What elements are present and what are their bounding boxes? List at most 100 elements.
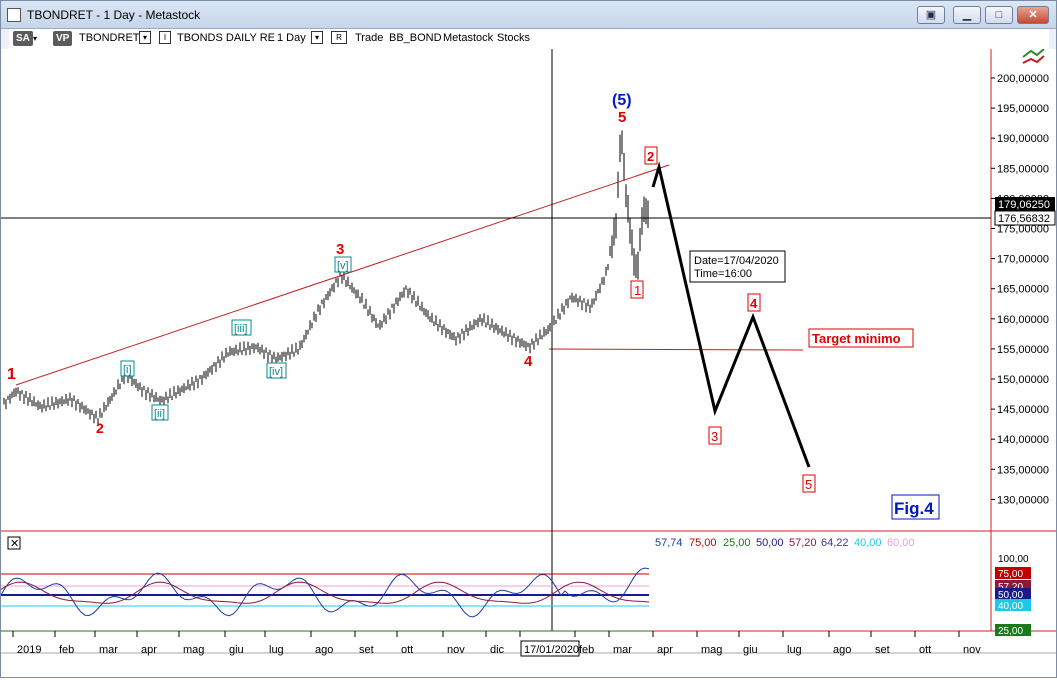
- cursor-price-box: [994, 210, 1056, 226]
- date-axis-label: lug: [269, 644, 284, 656]
- oscillator-readout: 64,22: [821, 537, 849, 549]
- date-axis-label: apr: [141, 644, 157, 656]
- title-bar[interactable]: TBONDRET - 1 Day - Metastock ▣ ▁ □ ✕: [1, 1, 1056, 29]
- fig-label: Fig.4: [894, 499, 934, 518]
- cursor-date-box: [520, 640, 580, 657]
- date-axis-label: lug: [787, 644, 802, 656]
- date-axis-label: nov: [447, 644, 465, 656]
- price-axis-label: 165,00000: [997, 284, 1049, 296]
- price-axis-label: 145,00000: [997, 404, 1049, 416]
- minor-label-box-ii: [151, 404, 169, 421]
- target-label-box: [808, 328, 914, 348]
- target-label: Target minimo: [812, 331, 901, 346]
- date-axis-label: giu: [229, 644, 244, 656]
- date-axis-label: set: [875, 644, 890, 656]
- date-axis-label: feb: [59, 644, 74, 656]
- proj-label-4: 4: [750, 296, 758, 311]
- proj-box-2: [644, 146, 658, 165]
- proj-box-3: [708, 426, 722, 445]
- proj-label-2: 2: [647, 149, 654, 164]
- r-flag[interactable]: R: [331, 31, 347, 44]
- chart-area[interactable]: 1 2 3 4 5 (5) [i] [ii] [iii] [iv] [v] 1 …: [0, 48, 1056, 677]
- date-axis-label: set: [359, 644, 374, 656]
- mode-label[interactable]: Stocks: [497, 32, 531, 44]
- oscillator-axis-label: 75,00: [998, 569, 1023, 580]
- trade-label[interactable]: Trade: [355, 32, 384, 44]
- oscillator-readout: 60,00: [887, 537, 915, 549]
- proj-box-4: [747, 293, 761, 312]
- price-axis-label: 135,00000: [997, 464, 1049, 476]
- date-axis-label: giu: [743, 644, 758, 656]
- series-name[interactable]: TBONDS DAILY RE: [177, 32, 276, 44]
- date-axis-label: dic: [490, 644, 505, 656]
- minor-label-box-v: [334, 256, 352, 273]
- minimize-button[interactable]: ▁: [953, 6, 981, 24]
- sa-button[interactable]: SA: [13, 31, 33, 46]
- minor-label-iv: [iv]: [269, 366, 283, 378]
- price-axis-label: 130,00000: [997, 494, 1049, 506]
- date-axis-label: 17/01/2020: [524, 644, 579, 656]
- oscillator-readout: 75,00: [689, 537, 717, 549]
- trendline: [15, 164, 670, 386]
- oscillator-axis-badge: [995, 599, 1031, 611]
- oscillator-readout: 40,00: [854, 537, 882, 549]
- price-axis-label: 150,00000: [997, 374, 1049, 386]
- period-dropdown-icon[interactable]: ▾: [311, 31, 323, 44]
- minor-label-box-i: [120, 360, 135, 377]
- oscillator-line-fast: [0, 567, 650, 618]
- minor-label-iii: [iii]: [234, 323, 247, 335]
- fig-label-box: [891, 494, 940, 520]
- maximize-button[interactable]: □: [985, 6, 1013, 24]
- last-price-box: [995, 197, 1055, 211]
- chart-window-icon: [7, 8, 21, 22]
- sa-dropdown-icon[interactable]: ▾: [33, 34, 38, 43]
- oscillator-axis-label: 57,20: [998, 582, 1023, 593]
- price-axis-label: 175,00000: [997, 224, 1049, 236]
- price-axis-label: 195,00000: [997, 103, 1049, 115]
- price-axis-label: 155,00000: [997, 344, 1049, 356]
- oscillator-axis-label: 50,00: [998, 590, 1023, 601]
- price-bars: [3, 130, 649, 426]
- date-axis-label: feb: [579, 644, 594, 656]
- restore-alt-button[interactable]: ▣: [917, 6, 945, 24]
- close-indicator-icon[interactable]: ✕: [10, 538, 19, 550]
- date-axis-label: mag: [701, 644, 722, 656]
- wave-label-1: 1: [7, 366, 16, 383]
- cursor-price-label: 176,56832: [998, 213, 1050, 225]
- oscillator-readout: 57,20: [789, 537, 817, 549]
- wave-label-5: 5: [618, 109, 626, 126]
- price-axis-label: 140,00000: [997, 434, 1049, 446]
- date-axis-label: ott: [401, 644, 413, 656]
- chart-canvas[interactable]: 1 2 3 4 5 (5) [i] [ii] [iii] [iv] [v] 1 …: [0, 48, 1056, 677]
- date-axis-label: mag: [183, 644, 204, 656]
- minor-label-v: [v]: [337, 260, 349, 272]
- proj-label-5: 5: [805, 477, 812, 492]
- oscillator-axis-label: 25,00: [998, 626, 1023, 637]
- price-axis-label: 185,00000: [997, 163, 1049, 175]
- close-button[interactable]: ✕: [1017, 6, 1049, 24]
- proj-label-3: 3: [711, 429, 718, 444]
- source-label[interactable]: Metastock: [443, 32, 494, 44]
- chart-toolbar: SA ▾ VP TBONDRET ▾ I TBONDS DAILY RE 1 D…: [9, 29, 1049, 49]
- date-axis-label: ott: [919, 644, 931, 656]
- symbol-label[interactable]: TBONDRET: [79, 32, 140, 44]
- date-axis-label: nov: [963, 644, 981, 656]
- date-axis-label: 2019: [17, 644, 41, 656]
- date-axis-label: ago: [315, 644, 333, 656]
- minor-label-box-iv: [266, 362, 287, 379]
- account-label[interactable]: BB_BOND: [389, 32, 442, 44]
- close-indicator-button[interactable]: [7, 536, 21, 550]
- price-axis: 200,00000195,00000190,00000185,00000180,…: [991, 73, 1049, 506]
- oscillator-axis-label: 40,00: [998, 601, 1023, 612]
- trend-tool-icon[interactable]: [1022, 48, 1045, 64]
- symbol-dropdown-icon[interactable]: ▾: [139, 31, 151, 44]
- date-axis-label: mar: [99, 644, 118, 656]
- vp-button[interactable]: VP: [53, 31, 73, 46]
- wave-label-2: 2: [96, 420, 104, 436]
- window-title: TBONDRET - 1 Day - Metastock: [27, 8, 201, 22]
- period-label[interactable]: 1 Day: [277, 32, 306, 44]
- indicator-flag[interactable]: I: [159, 31, 171, 44]
- minor-label-ii: [ii]: [154, 408, 165, 420]
- cursor-tooltip-box: [689, 250, 786, 283]
